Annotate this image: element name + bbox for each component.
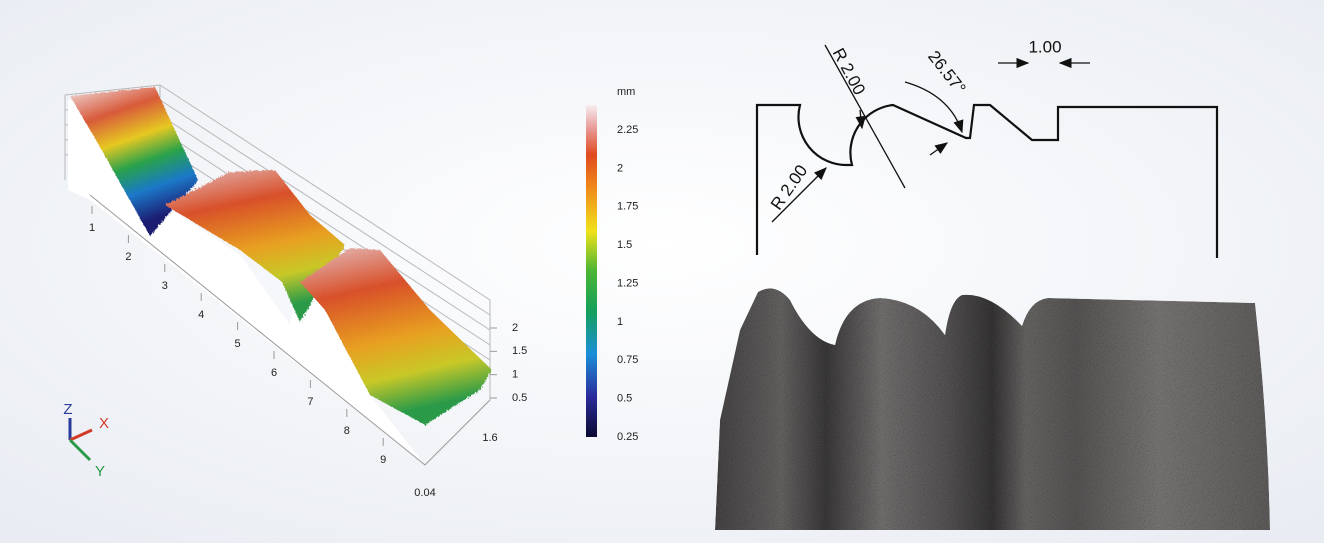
dimension-arrow	[771, 167, 827, 223]
z-tick-label: 1	[512, 369, 518, 381]
x-tick-label: 5	[235, 338, 241, 350]
dimension-label: 1.00	[1028, 37, 1061, 56]
y-tick-label: 0.04	[414, 487, 435, 499]
triad-y	[68, 438, 92, 462]
colorbar-label: 0.75	[617, 354, 638, 366]
colorbar-label: 1	[617, 316, 623, 328]
colorbar-label: 0.25	[617, 431, 638, 443]
x-tick-label: 7	[307, 396, 313, 408]
dimension-arrow	[929, 142, 949, 156]
x-tick-label: 4	[198, 309, 204, 321]
colorbar	[586, 105, 597, 437]
triad-x	[69, 428, 93, 442]
colorbar-label: 1.75	[617, 201, 638, 213]
z-tick-label: 1.5	[512, 345, 527, 357]
x-tick-label: 2	[125, 251, 131, 263]
surface-hump	[300, 248, 492, 425]
dimension-arrow	[904, 81, 964, 134]
x-tick-label: 9	[380, 454, 386, 466]
triad-label: Z	[63, 401, 72, 418]
surface-hump	[165, 170, 345, 322]
triad-label: Y	[95, 463, 105, 480]
axis-triad: Z X Y	[63, 401, 109, 480]
part-photo	[715, 288, 1270, 530]
surface-plot: 1 2 3 4 5 6 7 8 9 2 1.5 1 0.5 1.6 0.04 Z X Y mm 2.25 2 1…	[63, 84, 638, 499]
triad-label: X	[99, 415, 109, 432]
y-tick-label: 1.6	[482, 432, 497, 444]
surface-base	[68, 100, 425, 465]
x-tick-label: 3	[162, 280, 168, 292]
colorbar-label: 2	[617, 162, 623, 174]
dimension-arrow	[855, 109, 866, 130]
colorbar-label: 0.5	[617, 393, 632, 405]
colorbar-label: 1.25	[617, 277, 638, 289]
colorbar-label: 2.25	[617, 124, 638, 136]
x-tick-label: 8	[344, 425, 350, 437]
x-tick-label: 6	[271, 367, 277, 379]
axis-line	[89, 194, 491, 466]
z-tick-label: 2	[512, 322, 518, 334]
colorbar-label: 1.5	[617, 239, 632, 251]
profile-outline	[755, 103, 1219, 258]
colorbar-unit: mm	[617, 86, 635, 98]
z-tick-label: 0.5	[512, 392, 527, 404]
surface-slope	[70, 87, 198, 236]
x-tick-label: 1	[89, 222, 95, 234]
